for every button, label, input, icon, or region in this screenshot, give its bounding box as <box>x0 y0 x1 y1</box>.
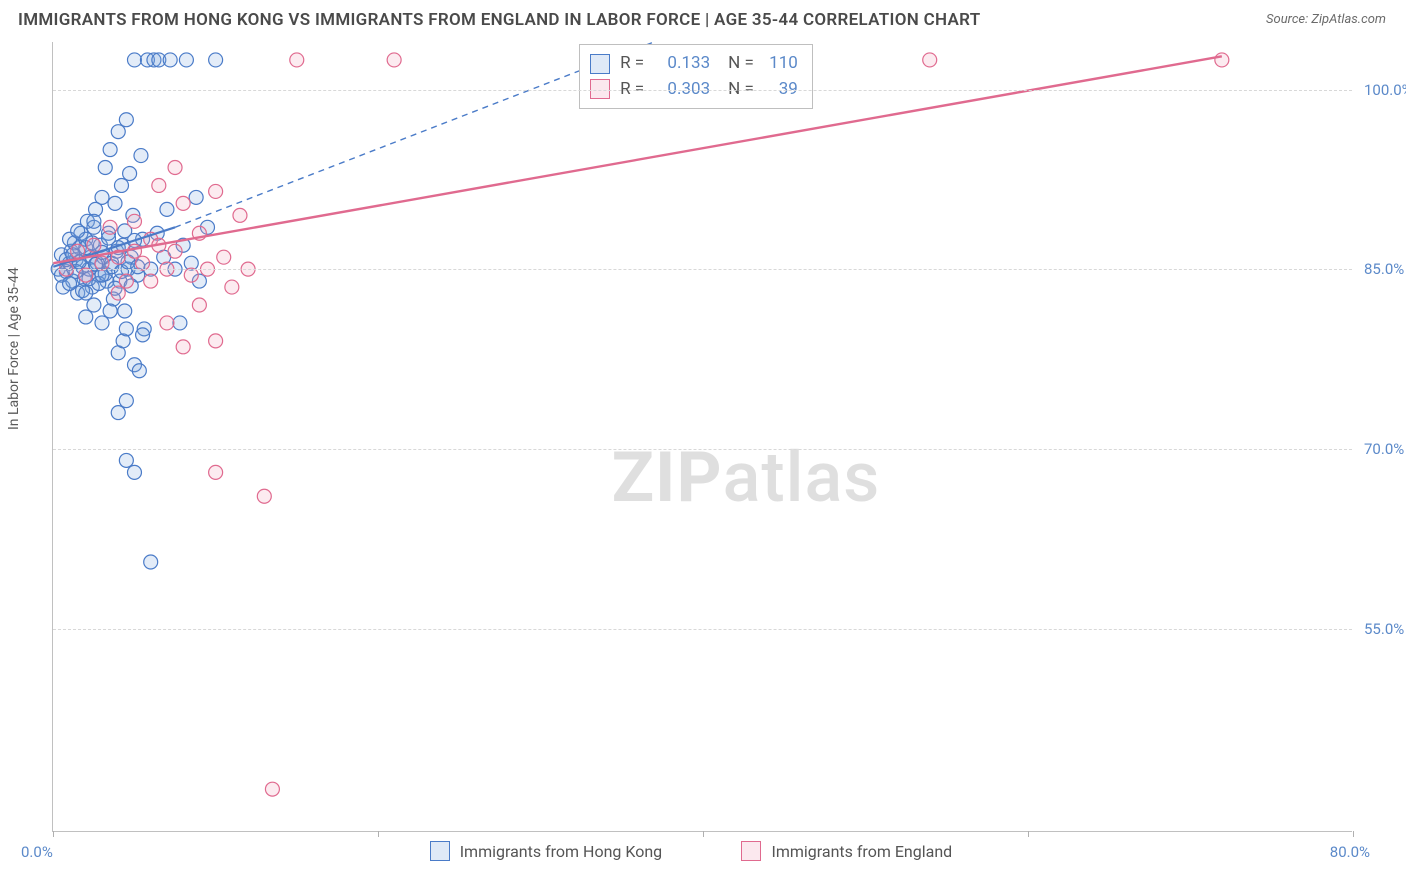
data-point <box>103 220 117 234</box>
data-point <box>168 161 182 175</box>
x-tick <box>703 831 704 837</box>
gridline <box>53 629 1352 630</box>
data-point <box>127 53 141 67</box>
data-point <box>176 340 190 354</box>
legend-n-value: 110 <box>764 51 798 77</box>
x-tick <box>53 831 54 837</box>
data-point <box>209 465 223 479</box>
data-point <box>114 178 128 192</box>
scatter-svg <box>53 42 1352 831</box>
data-point <box>1215 53 1229 67</box>
x-axis-max-label: 80.0% <box>1330 843 1370 861</box>
legend-series-name: Immigrants from Hong Kong <box>460 842 662 861</box>
data-point <box>134 149 148 163</box>
data-point <box>87 238 101 252</box>
data-point <box>118 304 132 318</box>
data-point <box>71 224 85 238</box>
data-point <box>111 125 125 139</box>
data-point <box>225 280 239 294</box>
data-point <box>119 453 133 467</box>
data-point <box>189 190 203 204</box>
legend-series: Immigrants from Hong Kong <box>430 841 662 861</box>
legend-swatch <box>590 54 610 74</box>
source-label: Source: ZipAtlas.com <box>1266 12 1386 27</box>
y-tick-label: 100.0% <box>1356 81 1406 99</box>
chart-title: IMMIGRANTS FROM HONG KONG VS IMMIGRANTS … <box>18 10 980 30</box>
data-point <box>163 53 177 67</box>
data-point <box>132 364 146 378</box>
y-tick-label: 55.0% <box>1356 620 1404 638</box>
data-point <box>79 310 93 324</box>
gridline <box>53 269 1352 270</box>
data-point <box>95 316 109 330</box>
data-point <box>103 143 117 157</box>
data-point <box>257 489 271 503</box>
legend-r-label: R = <box>620 51 644 77</box>
data-point <box>127 214 141 228</box>
data-point <box>168 244 182 258</box>
data-point <box>265 782 279 796</box>
data-point <box>144 274 158 288</box>
legend-series: Immigrants from England <box>741 841 952 861</box>
data-point <box>79 286 93 300</box>
data-point <box>71 244 85 258</box>
x-tick <box>1028 831 1029 837</box>
data-point <box>103 304 117 318</box>
data-point <box>111 286 125 300</box>
data-point <box>119 274 133 288</box>
legend-stat-row: R = 0.133 N = 110 <box>590 51 798 77</box>
data-point <box>923 53 937 67</box>
plot-area: ZIPatlas R =0.133N =110R =0.303N =39 0.0… <box>52 42 1352 832</box>
data-point <box>192 298 206 312</box>
x-axis-min-label: 0.0% <box>21 843 53 861</box>
data-point <box>136 256 150 270</box>
data-point <box>95 256 109 270</box>
data-point <box>209 334 223 348</box>
x-tick <box>378 831 379 837</box>
legend-stats-box: R =0.133N =110R =0.303N =39 <box>579 44 813 109</box>
gridline <box>53 90 1352 91</box>
data-point <box>87 214 101 228</box>
data-point <box>387 53 401 67</box>
data-point <box>108 196 122 210</box>
data-point <box>209 184 223 198</box>
x-tick <box>1353 831 1354 837</box>
data-point <box>87 298 101 312</box>
gridline <box>53 449 1352 450</box>
data-point <box>152 178 166 192</box>
data-point <box>98 161 112 175</box>
legend-n-label: N = <box>728 51 754 77</box>
y-tick-label: 85.0% <box>1356 260 1404 278</box>
legend-series-name: Immigrants from England <box>771 842 952 861</box>
data-point <box>119 322 133 336</box>
data-point <box>127 465 141 479</box>
legend-swatch <box>430 841 450 861</box>
data-point <box>209 53 223 67</box>
data-point <box>119 394 133 408</box>
data-point <box>95 190 109 204</box>
legend-r-value: 0.133 <box>654 51 710 77</box>
data-point <box>179 53 193 67</box>
data-point <box>217 250 231 264</box>
data-point <box>176 196 190 210</box>
data-point <box>173 316 187 330</box>
data-point <box>136 328 150 342</box>
y-tick-label: 70.0% <box>1356 440 1404 458</box>
data-point <box>290 53 304 67</box>
data-point <box>233 208 247 222</box>
data-point <box>111 406 125 420</box>
data-point <box>123 167 137 181</box>
legend-swatch <box>741 841 761 861</box>
data-point <box>160 202 174 216</box>
data-point <box>144 555 158 569</box>
data-point <box>160 316 174 330</box>
y-axis-label: In Labor Force | Age 35-44 <box>6 267 22 430</box>
data-point <box>127 244 141 258</box>
data-point <box>119 113 133 127</box>
